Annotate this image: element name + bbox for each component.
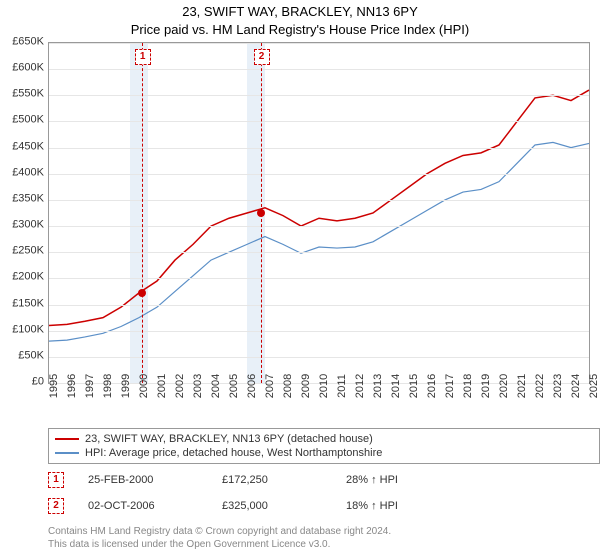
sale-date: 02-OCT-2006 [88,500,198,512]
y-tick-label: £450K [4,141,44,152]
chart-title-line1: 23, SWIFT WAY, BRACKLEY, NN13 6PY [0,4,600,19]
sale-marker-badge: 2 [48,498,64,514]
x-tick-label: 2023 [552,374,564,398]
x-tick-label: 2009 [300,374,312,398]
x-tick-label: 2005 [228,374,240,398]
x-tick-label: 2019 [480,374,492,398]
attribution-line: This data is licensed under the Open Gov… [48,538,588,551]
y-tick-label: £550K [4,89,44,100]
sale-marker-box: 1 [135,49,151,65]
x-tick-label: 2017 [444,374,456,398]
x-tick-label: 2004 [210,374,222,398]
x-tick-label: 1995 [48,374,60,398]
x-tick-label: 2000 [138,374,150,398]
legend: 23, SWIFT WAY, BRACKLEY, NN13 6PY (detac… [48,428,600,464]
x-tick-label: 1996 [66,374,78,398]
sale-delta: 28% ↑ HPI [346,474,398,486]
x-tick-label: 1997 [84,374,96,398]
legend-item: HPI: Average price, detached house, West… [55,446,593,460]
x-tick-label: 2010 [318,374,330,398]
x-tick-label: 2022 [534,374,546,398]
x-tick-label: 2016 [426,374,438,398]
x-tick-label: 2001 [156,374,168,398]
x-tick-label: 2008 [282,374,294,398]
y-tick-label: £650K [4,37,44,48]
line-series-svg [49,43,589,383]
y-tick-label: £400K [4,167,44,178]
y-tick-label: £350K [4,193,44,204]
legend-swatch [55,452,79,454]
x-tick-label: 1999 [120,374,132,398]
y-tick-label: £300K [4,220,44,231]
x-tick-label: 2002 [174,374,186,398]
legend-item: 23, SWIFT WAY, BRACKLEY, NN13 6PY (detac… [55,432,593,446]
legend-label: 23, SWIFT WAY, BRACKLEY, NN13 6PY (detac… [85,433,373,445]
x-tick-label: 2020 [498,374,510,398]
y-tick-label: £150K [4,298,44,309]
y-tick-label: £0 [4,377,44,388]
y-tick-label: £600K [4,63,44,74]
attribution: Contains HM Land Registry data © Crown c… [48,525,588,551]
y-tick-label: £500K [4,115,44,126]
x-tick-label: 2025 [588,374,600,398]
legend-swatch [55,438,79,440]
x-tick-label: 2014 [390,374,402,398]
sale-delta: 18% ↑ HPI [346,500,398,512]
x-tick-label: 2007 [264,374,276,398]
y-tick-label: £100K [4,324,44,335]
x-tick-label: 2018 [462,374,474,398]
x-tick-label: 2024 [570,374,582,398]
sale-marker-dot [138,289,146,297]
legend-label: HPI: Average price, detached house, West… [85,447,382,459]
x-tick-label: 2015 [408,374,420,398]
x-tick-label: 2006 [246,374,258,398]
chart-container: 23, SWIFT WAY, BRACKLEY, NN13 6PY Price … [0,0,600,560]
y-tick-label: £250K [4,246,44,257]
sale-record: 1 25-FEB-2000 £172,250 28% ↑ HPI [48,472,588,488]
x-tick-label: 2013 [372,374,384,398]
sale-price: £325,000 [222,500,322,512]
sale-marker-box: 2 [254,49,270,65]
x-tick-label: 1998 [102,374,114,398]
sale-price: £172,250 [222,474,322,486]
sale-record: 2 02-OCT-2006 £325,000 18% ↑ HPI [48,498,588,514]
y-tick-label: £50K [4,350,44,361]
sale-marker-dot [257,209,265,217]
x-tick-label: 2011 [336,374,348,398]
plot-area: 12 [48,42,590,384]
x-tick-label: 2012 [354,374,366,398]
sale-marker-badge: 1 [48,472,64,488]
x-tick-label: 2021 [516,374,528,398]
x-tick-label: 2003 [192,374,204,398]
y-tick-label: £200K [4,272,44,283]
sale-date: 25-FEB-2000 [88,474,198,486]
chart-title-line2: Price paid vs. HM Land Registry's House … [0,22,600,37]
attribution-line: Contains HM Land Registry data © Crown c… [48,525,588,538]
